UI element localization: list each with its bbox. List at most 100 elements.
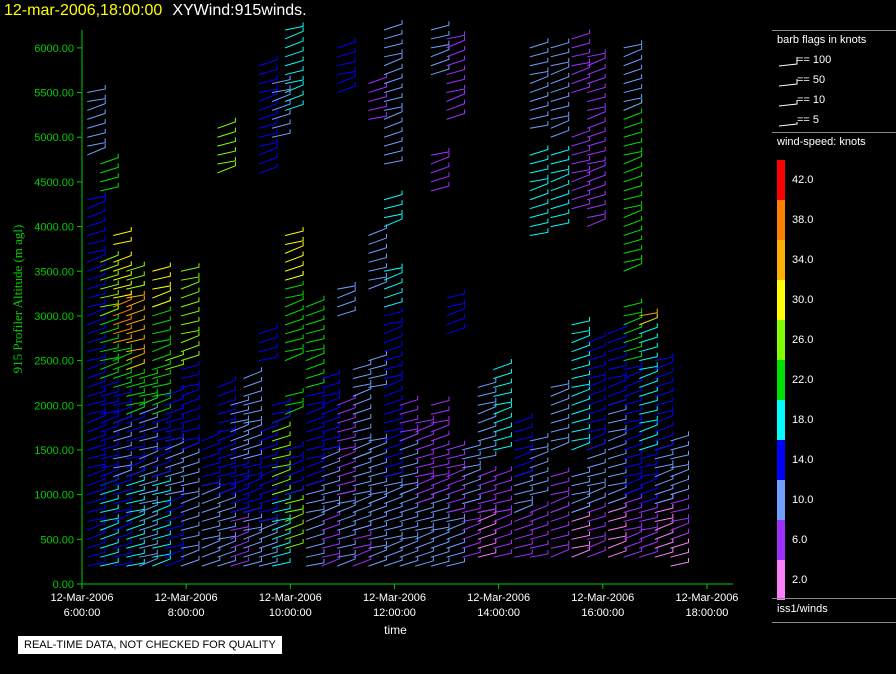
- wind-barb: [337, 442, 356, 451]
- wind-barb: [654, 538, 674, 549]
- wind-barb: [285, 236, 304, 245]
- wind-barb: [100, 251, 119, 263]
- wind-barb: [113, 475, 132, 487]
- wind-barb: [399, 522, 419, 531]
- wind-barb: [368, 360, 387, 371]
- wind-barb: [337, 82, 356, 94]
- wind-barb: [100, 485, 119, 496]
- wind-barb: [165, 477, 184, 487]
- wind-barb: [352, 384, 372, 397]
- wind-barb: [87, 440, 106, 451]
- wind-barb: [243, 450, 262, 460]
- wind-barb: [383, 512, 403, 522]
- wind-barb: [368, 458, 387, 469]
- wind-barb: [87, 538, 106, 549]
- wind-barb: [477, 441, 497, 451]
- wind-barb: [230, 405, 249, 415]
- wind-barb: [87, 206, 106, 219]
- speed-swatch: [777, 440, 785, 480]
- wind-barb: [607, 395, 627, 406]
- wind-barb: [243, 430, 262, 442]
- barb-legend-item: == 5: [777, 114, 895, 130]
- wind-barb: [284, 465, 304, 478]
- wind-barb: [352, 438, 372, 451]
- wind-barb: [623, 108, 643, 120]
- wind-barb: [477, 397, 497, 406]
- speed-label: 22.0: [792, 374, 814, 386]
- wind-barb: [100, 411, 119, 424]
- wind-barb: [284, 27, 304, 40]
- wind-barb: [550, 189, 570, 201]
- wind-barb: [639, 396, 658, 406]
- wind-barb: [305, 441, 325, 451]
- wind-barb: [165, 467, 184, 478]
- wind-barb: [368, 448, 387, 460]
- x-tick-date: 12-Mar-2006: [259, 592, 322, 604]
- wind-barb: [462, 475, 481, 487]
- wind-barb: [383, 210, 403, 219]
- wind-barb: [152, 511, 171, 522]
- wind-barb: [623, 513, 643, 522]
- wind-barb: [446, 504, 466, 514]
- wind-barb: [258, 128, 278, 138]
- wind-barb: [529, 179, 549, 192]
- x-axis-label: time: [384, 623, 407, 637]
- wind-barb: [529, 72, 549, 85]
- wind-barb: [87, 396, 106, 406]
- wind-barb: [284, 37, 304, 49]
- wind-barb: [383, 375, 403, 388]
- wind-barb: [180, 307, 200, 317]
- wind-barb: [217, 147, 236, 156]
- wind-barb: [550, 433, 570, 442]
- wind-barb: [126, 290, 145, 299]
- wind-barb: [586, 117, 606, 129]
- wind-barb: [87, 484, 106, 496]
- wind-barb: [87, 197, 106, 210]
- wind-barb: [477, 539, 497, 549]
- wind-barb: [352, 413, 372, 424]
- wind-barb: [352, 423, 372, 433]
- wind-barb: [352, 540, 372, 549]
- wind-barb: [217, 556, 236, 567]
- wind-barb: [305, 378, 325, 388]
- wind-barb: [571, 394, 591, 406]
- wind-barb: [550, 545, 570, 558]
- wind-barb: [399, 424, 419, 433]
- wind-barb: [607, 532, 627, 540]
- speed-label: 18.0: [792, 414, 814, 426]
- speed-swatch: [777, 320, 785, 360]
- wind-barb: [623, 84, 643, 94]
- y-tick-label: 4000.00: [34, 222, 74, 234]
- wind-barb: [258, 484, 278, 496]
- wind-barb: [305, 412, 325, 424]
- y-tick-label: 500.00: [40, 534, 74, 546]
- barb-symbol-shape: [778, 100, 798, 107]
- wind-barb: [126, 558, 145, 567]
- wind-barb: [477, 504, 497, 514]
- wind-barb: [201, 531, 221, 540]
- wind-barb: [258, 99, 278, 111]
- wind-barb: [139, 422, 158, 433]
- wind-barb: [305, 451, 325, 460]
- wind-barb: [180, 360, 200, 371]
- wind-barb: [514, 495, 533, 505]
- wind-barb: [529, 218, 549, 228]
- wind-barb: [399, 439, 419, 451]
- wind-barb: [180, 458, 200, 469]
- wind-barb: [623, 352, 643, 362]
- wind-barb: [180, 467, 200, 478]
- speed-swatch: [777, 280, 785, 320]
- wind-barb: [383, 556, 403, 567]
- wind-barb: [258, 494, 278, 505]
- wind-barb: [607, 522, 627, 531]
- wind-barb: [180, 477, 200, 487]
- wind-barb: [607, 459, 627, 469]
- wind-barb: [383, 405, 403, 415]
- wind-barb: [100, 494, 119, 505]
- wind-barb: [87, 377, 106, 388]
- wind-barb: [113, 539, 132, 549]
- wind-barb: [383, 424, 403, 433]
- wind-barb: [550, 48, 570, 58]
- wind-barb: [180, 433, 200, 442]
- wind-barb: [550, 111, 570, 120]
